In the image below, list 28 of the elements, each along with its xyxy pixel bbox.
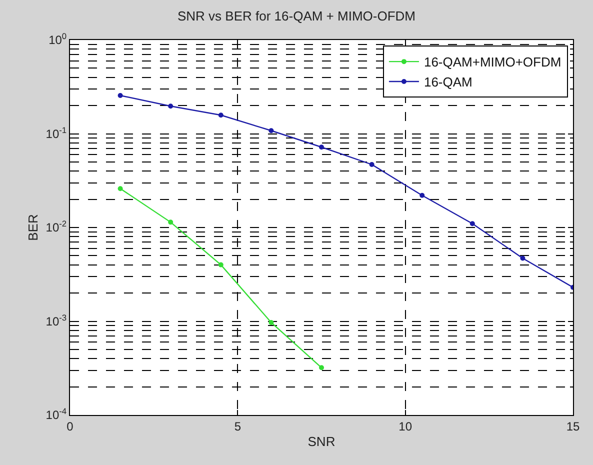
- chart-title: SNR vs BER for 16-QAM + MIMO-OFDM: [178, 8, 416, 24]
- point: [319, 144, 324, 150]
- y-tick-label: 10$^{-2}$: [46, 218, 67, 235]
- point: [118, 186, 123, 192]
- x-tick-label: 0: [66, 419, 74, 434]
- y-tick-label: 10$^{-1}$: [46, 124, 67, 141]
- y-tick-label: 10$^{-3}$: [46, 312, 67, 328]
- point: [118, 92, 123, 98]
- y-tick-label: 10$^{-4}$: [46, 406, 67, 422]
- point: [168, 220, 174, 225]
- y-axis-title: BER: [26, 214, 41, 241]
- x-axis-title: SNR: [308, 434, 336, 449]
- point: [520, 256, 526, 261]
- legend-label: 16-QAM+MIMO+OFDM: [424, 54, 562, 70]
- point: [319, 365, 324, 370]
- point: [168, 104, 174, 109]
- point: [470, 221, 475, 226]
- point: [420, 192, 425, 198]
- legend-label: 16-QAM: [424, 74, 472, 90]
- point: [268, 128, 274, 134]
- point: [268, 320, 274, 325]
- point: [369, 162, 374, 167]
- x-tick-label: 10: [398, 419, 412, 434]
- point: [218, 262, 224, 268]
- x-tick-label: 5: [234, 419, 242, 434]
- point: [218, 112, 224, 118]
- x-tick-label: 15: [566, 419, 580, 434]
- y-tick-label: 10$^{0}$: [48, 31, 67, 48]
